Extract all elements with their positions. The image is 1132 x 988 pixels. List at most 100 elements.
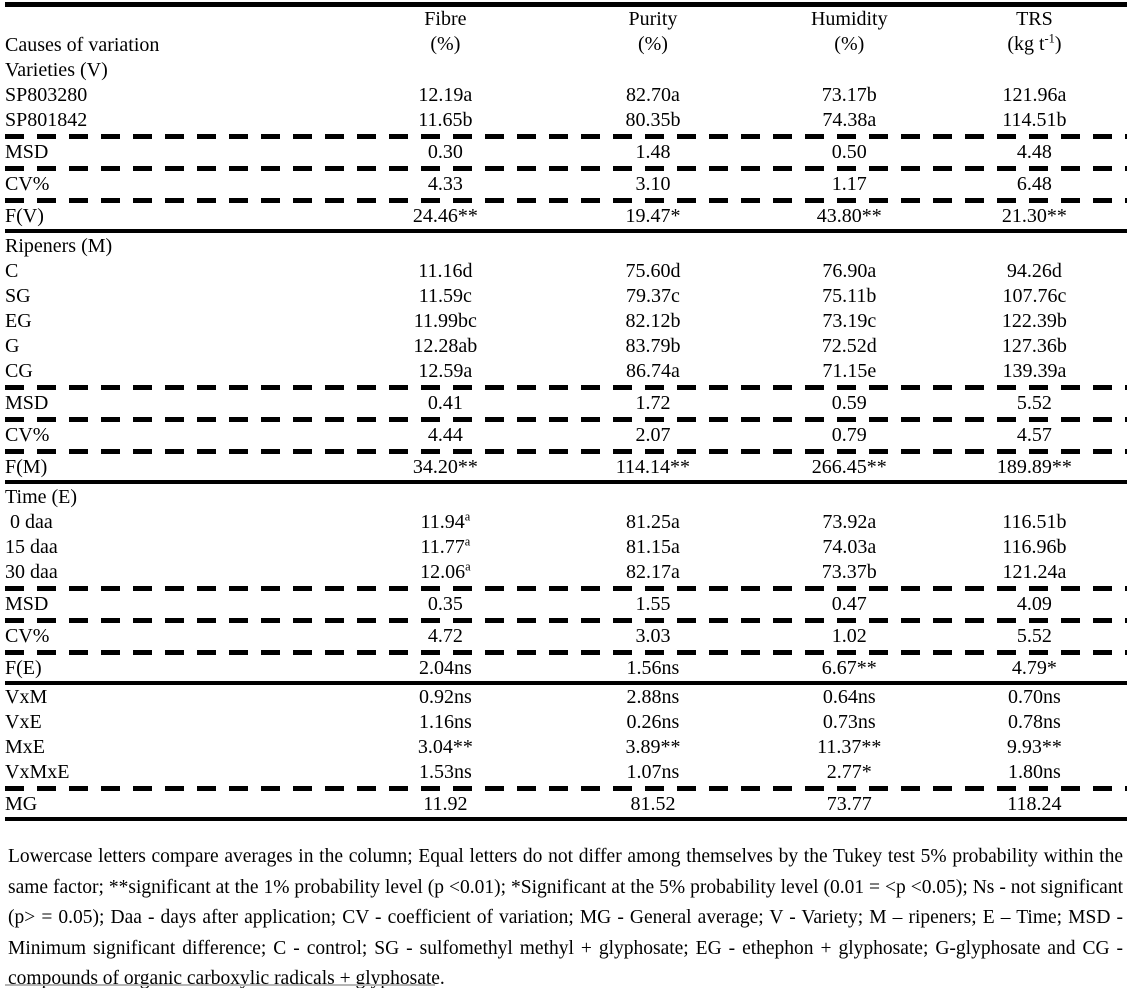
dashed-divider-row	[5, 133, 1127, 140]
table-row: SP803280 12.19a 82.70a 73.17b 121.96a	[5, 83, 1127, 108]
cell-value: 139.39a	[1002, 360, 1067, 382]
cell-value: 19.47*	[625, 205, 681, 227]
cell-value: 82.17a	[625, 561, 680, 583]
cell-value: 122.39b	[1001, 310, 1067, 332]
cell-value: 121.24a	[1002, 561, 1067, 583]
table-row: CV% 4.44 2.07 0.79 4.57	[5, 423, 1127, 448]
cell-value: 75.11b	[822, 285, 877, 307]
table-row: VxM 0.92ns 2.88ns 0.64ns 0.70ns	[5, 685, 1127, 710]
table-row: 0 daa 11.94a 81.25a 73.92a 116.51b	[5, 510, 1127, 535]
solid-rule	[5, 681, 1127, 685]
cell-value: 11.94a	[420, 509, 471, 533]
cell-value: 2.88ns	[626, 686, 680, 708]
cell-value: 3.89**	[625, 736, 681, 758]
row-label: C	[5, 260, 19, 282]
cell-value: 0.73ns	[822, 711, 876, 733]
cell-value: 75.60d	[625, 260, 681, 282]
cell-value: 266.45**	[811, 456, 887, 478]
cell-value: 189.89**	[996, 456, 1072, 478]
row-label: MxE	[5, 736, 45, 758]
section-label: Ripeners (M)	[5, 235, 113, 257]
cell-value: 3.03	[635, 625, 671, 647]
column-header-fibre: Fibre (%)	[424, 8, 467, 55]
cell-value: 11.92	[423, 793, 468, 815]
dashed-rule	[5, 650, 1127, 655]
cell-value: 2.04ns	[418, 657, 472, 679]
cell-value: 11.59c	[418, 285, 472, 307]
dashed-divider-row	[5, 448, 1127, 455]
cell-value: 1.72	[635, 392, 671, 414]
cell-value: 0.47	[831, 593, 867, 615]
solid-rule	[5, 480, 1127, 484]
table-row: MSD 0.30 1.48 0.50 4.48	[5, 140, 1127, 165]
solid-rule	[5, 229, 1127, 233]
table-row: G 12.28ab 83.79b 72.52d 127.36b	[5, 334, 1127, 359]
table-body: Varieties (V) SP803280 12.19a 82.70a 73.17b 1…	[5, 57, 1127, 821]
cell-value: 0.78ns	[1008, 711, 1061, 733]
cell-value: 11.99bc	[413, 310, 477, 332]
row-label: VxM	[5, 686, 48, 708]
row-label: EG	[5, 310, 32, 332]
row-label: MSD	[5, 141, 49, 163]
row-label: MSD	[5, 593, 49, 615]
table-row: F(M) 34.20** 114.14** 266.45** 189.89**	[5, 455, 1127, 480]
cell-value: 1.07ns	[626, 761, 680, 783]
cell-value: 79.37c	[625, 285, 680, 307]
row-label: 30 daa	[5, 561, 58, 583]
cell-value: 11.37**	[817, 736, 882, 758]
cell-value: 43.80**	[816, 205, 882, 227]
row-label: 0 daa	[5, 511, 53, 533]
table-row: 15 daa 11.77a 81.15a 74.03a 116.96b	[5, 535, 1127, 560]
solid-divider-row	[5, 229, 1127, 233]
cell-value: 12.06a	[420, 559, 471, 583]
cell-value: 116.51b	[1002, 511, 1067, 533]
row-label: F(E)	[5, 657, 42, 679]
cell-value: 81.25a	[625, 511, 680, 533]
cell-value: 0.92ns	[418, 686, 472, 708]
table-row: C 11.16d 75.60d 76.90a 94.26d	[5, 259, 1127, 284]
table-row: CV% 4.72 3.03 1.02 5.52	[5, 624, 1127, 649]
section-label: Time (E)	[5, 486, 78, 508]
cell-value: 4.72	[427, 625, 463, 647]
row-label: VxMxE	[5, 761, 70, 783]
cell-value: 0.50	[831, 141, 867, 163]
dashed-rule	[5, 134, 1127, 139]
dashed-divider-row	[5, 165, 1127, 172]
table-row: MxE 3.04** 3.89** 11.37** 9.93**	[5, 735, 1127, 760]
dashed-rule	[5, 449, 1127, 454]
table-row: F(V) 24.46** 19.47* 43.80** 21.30**	[5, 204, 1127, 229]
table-row: EG 11.99bc 82.12b 73.19c 122.39b	[5, 309, 1127, 334]
cell-value: 73.92a	[822, 511, 877, 533]
dashed-rule	[5, 385, 1127, 390]
cell-value: 0.70ns	[1008, 686, 1061, 708]
cell-value: 1.48	[635, 141, 671, 163]
cell-value: 0.64ns	[822, 686, 876, 708]
cell-value: 9.93**	[1006, 736, 1062, 758]
causes-of-variation-header: Causes of variation	[5, 34, 160, 56]
cell-value: 2.07	[635, 424, 671, 446]
section-row: Time (E)	[5, 484, 1127, 510]
dashed-divider-row	[5, 649, 1127, 656]
cell-value: 1.16ns	[418, 711, 472, 733]
table-row: VxMxE 1.53ns 1.07ns 2.77* 1.80ns	[5, 760, 1127, 785]
dashed-rule	[5, 166, 1127, 171]
cell-value: 0.41	[427, 392, 463, 414]
table-row: MSD 0.41 1.72 0.59 5.52	[5, 391, 1127, 416]
cell-value: 121.96a	[1002, 84, 1067, 106]
cell-value: 21.30**	[1001, 205, 1067, 227]
dashed-divider-row	[5, 585, 1127, 592]
cell-value: 73.17b	[821, 84, 877, 106]
row-label: VxE	[5, 711, 42, 733]
cell-value: 3.10	[635, 173, 671, 195]
cell-value: 6.67**	[821, 657, 877, 679]
cell-value: 1.80ns	[1008, 761, 1061, 783]
cell-value: 24.46**	[412, 205, 478, 227]
cell-value: 12.59a	[418, 360, 473, 382]
row-label: MG	[5, 793, 38, 815]
dashed-divider-row	[5, 197, 1127, 204]
cell-value: 83.79b	[625, 335, 681, 357]
solid-divider-row	[5, 817, 1127, 821]
row-label: CV%	[5, 173, 50, 195]
dashed-rule	[5, 417, 1127, 422]
dashed-rule	[5, 586, 1127, 591]
